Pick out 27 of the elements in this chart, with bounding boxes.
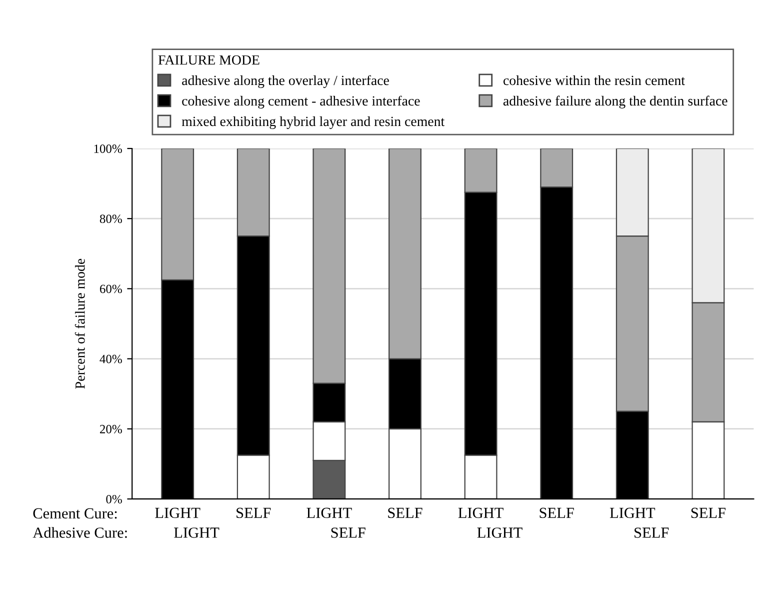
text: SELF xyxy=(634,528,669,538)
x-tick-label: SELF xyxy=(388,508,422,518)
legend-label: adhesive failure along the dentin surface xyxy=(503,96,728,108)
x-tick-label: LIGHT xyxy=(306,508,352,518)
text: Cement Cure: xyxy=(33,508,117,519)
y-tick-label: 80% xyxy=(100,214,122,224)
legend-label: cohesive within the resin cement xyxy=(504,75,685,86)
x-tick-label: LIGHT xyxy=(610,508,656,518)
legend-label: mixed exhibiting hybrid layer and resin cement xyxy=(182,116,445,129)
x-tick-label: LIGHT xyxy=(155,508,200,518)
y-tick-label: 20% xyxy=(100,424,122,434)
y-axis-title: Percent of failure mode xyxy=(74,258,85,389)
legend-label: cohesive along cement - adhesive interface xyxy=(182,96,420,108)
legend-label: adhesive along the overlay / interface xyxy=(182,75,389,88)
x-tick-label: LIGHT xyxy=(458,508,504,518)
x-tick-label: SELF xyxy=(236,508,271,518)
x-tick-label: SELF xyxy=(540,508,574,518)
legend-title: FAILURE MODE xyxy=(158,55,260,65)
y-tick-label: 60% xyxy=(100,284,122,294)
y-tick-label: 100% xyxy=(94,144,122,153)
text: LIGHT xyxy=(477,528,522,538)
text: LIGHT xyxy=(174,528,220,538)
text: SELF xyxy=(331,528,366,538)
y-tick-label: 40% xyxy=(100,354,122,364)
y-tick-label: 0% xyxy=(106,494,122,504)
text: Adhesive Cure: xyxy=(32,527,127,538)
x-tick-label: SELF xyxy=(691,508,726,518)
